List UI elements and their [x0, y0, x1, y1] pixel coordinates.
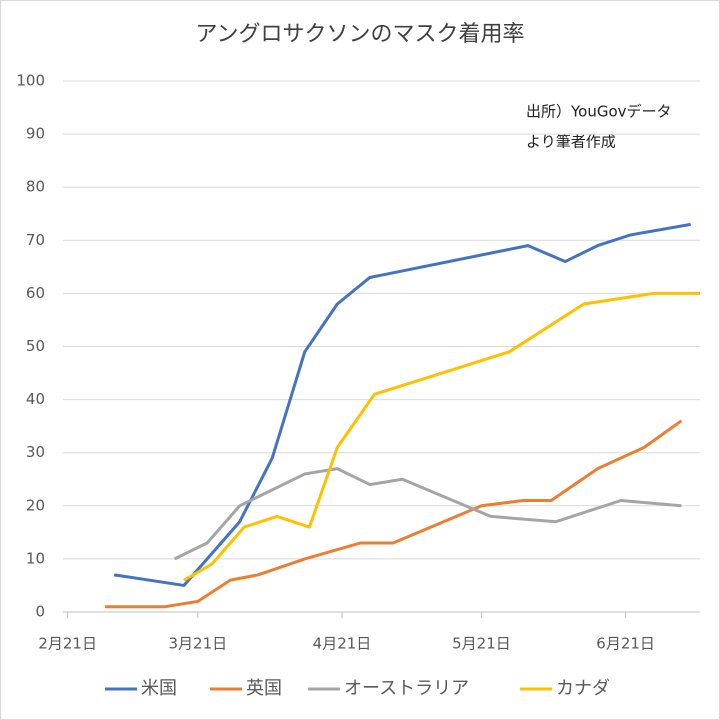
line [113, 222, 691, 587]
line [173, 467, 682, 561]
y-tick-label: 20 [26, 496, 45, 514]
y-tick-label: 10 [26, 549, 45, 567]
chart-title: アングロサクソンのマスク着用率 [195, 22, 524, 47]
y-tick-label: 60 [26, 284, 45, 302]
legend-label: オーストラリア [344, 678, 469, 699]
line [104, 419, 683, 609]
y-tick-label: 90 [26, 125, 45, 143]
y-tick-label: 40 [26, 390, 45, 408]
y-tick-label: 70 [26, 231, 45, 249]
annotation: より筆者作成 [526, 133, 616, 151]
legend-label: 米国 [141, 678, 177, 699]
y-tick-label: 30 [26, 443, 45, 461]
y-tick-label: 0 [35, 603, 45, 621]
x-tick-label: 5月21日 [452, 635, 511, 653]
y-tick-label: 50 [26, 337, 45, 355]
x-tick-label: 4月21日 [313, 635, 372, 653]
annotation: 出所）YouGovデータ [526, 103, 672, 121]
legend-label: カナダ [556, 678, 610, 699]
y-tick-label: 80 [26, 178, 45, 196]
x-tick-label: 6月21日 [596, 635, 655, 653]
x-tick-label: 2月21日 [38, 635, 97, 653]
legend-label: 英国 [246, 678, 282, 699]
y-tick-label: 100 [16, 72, 45, 90]
line [183, 291, 700, 582]
x-tick-label: 3月21日 [169, 635, 228, 653]
